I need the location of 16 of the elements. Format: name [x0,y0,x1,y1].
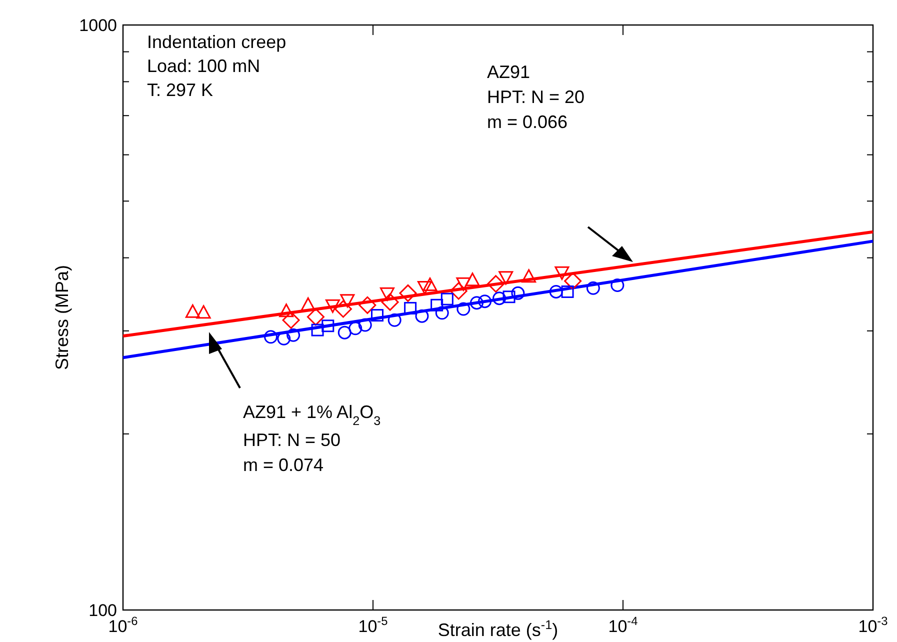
annotation: Indentation creep [147,32,286,52]
x-axis-title: Strain rate (s$^{-1}$) [438,618,558,640]
y-tick-label: 1000 [79,16,117,35]
y-tick-label: 100 [88,601,117,620]
annotation: AZ91 + 1% Al$_{2}$O$_{3}$ [243,402,381,428]
annotation: m = 0.074 [243,455,324,475]
x-tick-label: 10$^{-5}$ [358,614,388,636]
annotation: T: 297 K [147,80,214,100]
x-tick-label: 10$^{-3}$ [858,614,888,636]
annotation: HPT: N = 50 [243,430,341,450]
annotation: Load: 100 mN [147,56,260,76]
annotation: AZ91 [487,62,530,82]
x-tick-label: 10$^{-4}$ [608,614,638,636]
y-axis-title: Stress (MPa) [52,264,72,370]
annotation: m = 0.066 [487,112,568,132]
annotation: HPT: N = 20 [487,87,585,107]
